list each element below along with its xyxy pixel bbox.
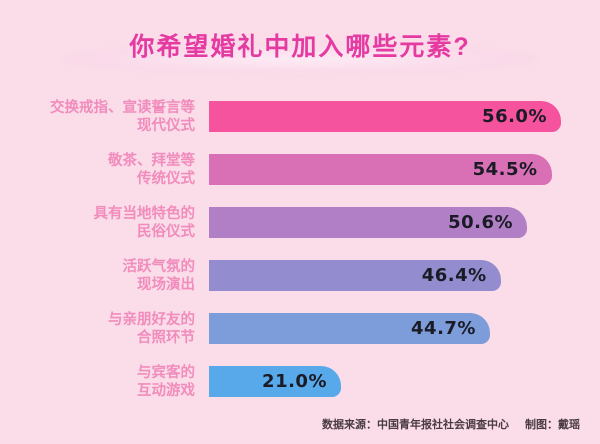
bar-track: 56.0% bbox=[209, 101, 561, 132]
footer-credit: 制图：戴瑶 bbox=[525, 419, 580, 431]
bar-label: 活跃气氛的 现场演出 bbox=[122, 258, 196, 293]
bar: 56.0% bbox=[209, 101, 561, 132]
bar-track: 50.6% bbox=[209, 207, 561, 238]
bar-label: 敬茶、拜堂等 传统仪式 bbox=[108, 152, 195, 187]
bar-label: 交换戒指、宣读誓言等 现代仪式 bbox=[50, 99, 195, 134]
bar: 46.4% bbox=[209, 260, 501, 291]
bar: 54.5% bbox=[209, 154, 552, 185]
bar-row: 活跃气氛的 现场演出 46.4% bbox=[0, 249, 600, 302]
bar: 44.7% bbox=[209, 313, 490, 344]
bar-row: 具有当地特色的 民俗仪式 50.6% bbox=[0, 196, 600, 249]
bar-value: 44.7% bbox=[411, 318, 476, 339]
title-ellipse bbox=[64, 45, 536, 73]
bar-value: 46.4% bbox=[421, 265, 487, 286]
bar-track: 44.7% bbox=[209, 313, 561, 344]
bar-value: 54.5% bbox=[472, 159, 538, 180]
bar-row: 与亲朋好友的 合照环节 44.7% bbox=[0, 302, 600, 355]
bar-row: 敬茶、拜堂等 传统仪式 54.5% bbox=[0, 143, 600, 196]
bar-label: 与宾客的 互动游戏 bbox=[137, 364, 195, 399]
bar-label: 具有当地特色的 民俗仪式 bbox=[93, 205, 196, 240]
bar-row: 与宾客的 互动游戏 21.0% bbox=[0, 355, 600, 408]
bar-track: 54.5% bbox=[209, 154, 561, 185]
bar: 21.0% bbox=[209, 366, 341, 397]
bar: 50.6% bbox=[209, 207, 528, 238]
bar-label: 与亲朋好友的 合照环节 bbox=[108, 311, 195, 346]
bar-row: 交换戒指、宣读誓言等 现代仪式 56.0% bbox=[0, 90, 600, 143]
bar-track: 21.0% bbox=[209, 366, 561, 397]
bar-rows: 交换戒指、宣读誓言等 现代仪式 56.0% 敬茶、拜堂等 传统仪式 54.5% 具有当地特色… bbox=[0, 90, 600, 408]
bar-value: 21.0% bbox=[262, 371, 327, 392]
bar-value: 56.0% bbox=[482, 106, 547, 127]
page-title: 你希望婚礼中加入哪些元素? bbox=[129, 33, 471, 61]
bar-value: 50.6% bbox=[448, 212, 514, 233]
title-banner: 你希望婚礼中加入哪些元素? bbox=[0, 0, 600, 90]
bar-track: 46.4% bbox=[209, 260, 561, 291]
footer: 数据来源：中国青年报社社会调查中心 制图：戴瑶 bbox=[322, 416, 580, 432]
footer-source: 数据来源：中国青年报社社会调查中心 bbox=[322, 419, 509, 431]
